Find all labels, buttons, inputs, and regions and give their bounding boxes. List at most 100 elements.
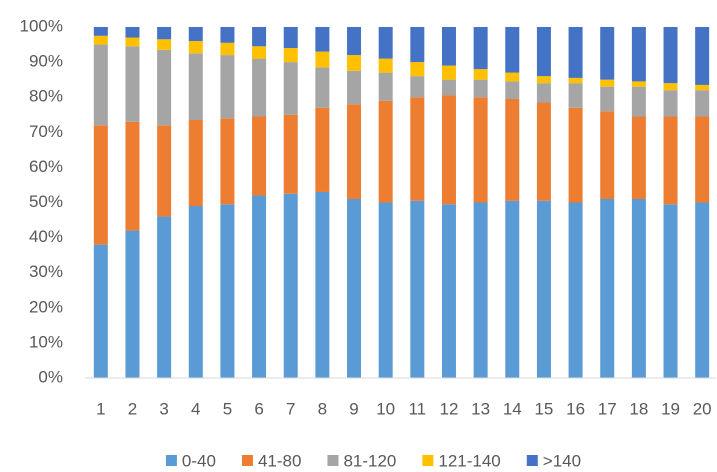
x-tick-label: 5 xyxy=(223,399,232,418)
bar-segment xyxy=(631,86,646,117)
y-tick-label: 50% xyxy=(29,192,63,211)
bar-segment xyxy=(252,46,267,59)
bar-segment xyxy=(93,35,108,45)
bar-segment xyxy=(347,104,362,199)
bar-segment xyxy=(93,44,108,126)
x-tick-label: 10 xyxy=(376,399,395,418)
legend-label: 41-80 xyxy=(258,451,301,470)
bar-segment xyxy=(505,72,520,82)
x-tick-label: 12 xyxy=(440,399,459,418)
bar-segment xyxy=(663,83,678,91)
legend-swatch xyxy=(526,455,538,466)
bar-segment xyxy=(473,79,488,98)
bar-segment xyxy=(441,27,456,66)
bar-segment xyxy=(378,202,393,378)
y-tick-label: 40% xyxy=(29,227,63,246)
legend-label: 81-120 xyxy=(343,451,396,470)
bar-segment xyxy=(695,202,710,378)
bar-segment xyxy=(125,46,140,122)
legend-label: >140 xyxy=(543,451,581,470)
bar-segment xyxy=(188,27,203,42)
bar-segment xyxy=(315,51,330,68)
x-tick-label: 2 xyxy=(128,399,137,418)
x-tick-label: 7 xyxy=(286,399,295,418)
bar-segment xyxy=(125,27,140,38)
bar-segment xyxy=(695,27,710,85)
bar-segment xyxy=(220,118,235,205)
legend-label: 121-140 xyxy=(438,451,500,470)
x-tick-label: 11 xyxy=(408,399,426,418)
x-tick-label: 19 xyxy=(661,399,680,418)
bar-segment xyxy=(441,79,456,96)
bar-segment xyxy=(93,244,108,378)
y-tick-label: 60% xyxy=(29,157,63,176)
bar-segment xyxy=(378,72,393,101)
bar-segment xyxy=(536,76,551,84)
bar-segment xyxy=(600,111,615,199)
y-tick-label: 0% xyxy=(38,367,63,386)
bar-segment xyxy=(410,27,425,63)
y-tick-label: 10% xyxy=(29,332,63,351)
bar-segment xyxy=(505,81,520,99)
bar-segment xyxy=(663,90,678,117)
x-tick-label: 6 xyxy=(254,399,263,418)
bar-segment xyxy=(220,204,235,378)
legend-swatch xyxy=(422,455,434,466)
y-tick-label: 80% xyxy=(29,87,63,106)
y-tick-label: 100% xyxy=(20,16,63,35)
bar-segment xyxy=(568,83,583,108)
bar-segment xyxy=(93,27,108,36)
bar-segment xyxy=(695,90,710,117)
bar-segment xyxy=(600,86,615,112)
x-tick-label: 8 xyxy=(318,399,327,418)
bar-segment xyxy=(347,27,362,56)
x-tick-label: 16 xyxy=(566,399,585,418)
bar-segment xyxy=(473,202,488,378)
x-tick-label: 4 xyxy=(191,399,200,418)
bar-segment xyxy=(600,27,615,80)
bar-segment xyxy=(378,58,393,73)
bar-segment xyxy=(505,200,520,378)
bar-segment xyxy=(473,69,488,80)
bar-segment xyxy=(410,97,425,201)
bar-segment xyxy=(600,79,615,87)
bar-segment xyxy=(410,62,425,77)
y-tick-label: 70% xyxy=(29,122,63,141)
bar-segment xyxy=(188,206,203,378)
bar-segment xyxy=(125,37,140,47)
bar-segment xyxy=(93,125,108,245)
bar-segment xyxy=(473,97,488,203)
bar-segment xyxy=(631,198,646,378)
bar-segment xyxy=(188,41,203,54)
y-tick-label: 30% xyxy=(29,262,63,281)
x-tick-label: 9 xyxy=(349,399,358,418)
bar-segment xyxy=(663,27,678,84)
bar-segment xyxy=(568,27,583,78)
bar-segment xyxy=(536,102,551,201)
bar-segment xyxy=(157,39,172,50)
bar-segment xyxy=(347,55,362,71)
bar-segment xyxy=(631,81,646,87)
bar-segment xyxy=(252,195,267,378)
bar-segment xyxy=(695,84,710,91)
bar-segment xyxy=(252,116,267,196)
bar-segment xyxy=(568,202,583,378)
x-tick-label: 3 xyxy=(159,399,168,418)
bar-segment xyxy=(347,70,362,105)
x-tick-label: 14 xyxy=(503,399,522,418)
bar-segment xyxy=(441,204,456,378)
y-tick-label: 20% xyxy=(29,297,63,316)
bar-segment xyxy=(568,107,583,203)
bar-segment xyxy=(663,116,678,205)
legend-swatch xyxy=(327,455,339,466)
x-tick-label: 1 xyxy=(96,399,105,418)
bar-segment xyxy=(220,42,235,56)
x-tick-label: 15 xyxy=(534,399,553,418)
bar-segment xyxy=(283,114,298,194)
bar-segment xyxy=(441,95,456,205)
bar-segment xyxy=(600,198,615,378)
bar-segment xyxy=(125,121,140,231)
bar-segment xyxy=(695,116,710,203)
bar-segment xyxy=(283,27,298,49)
